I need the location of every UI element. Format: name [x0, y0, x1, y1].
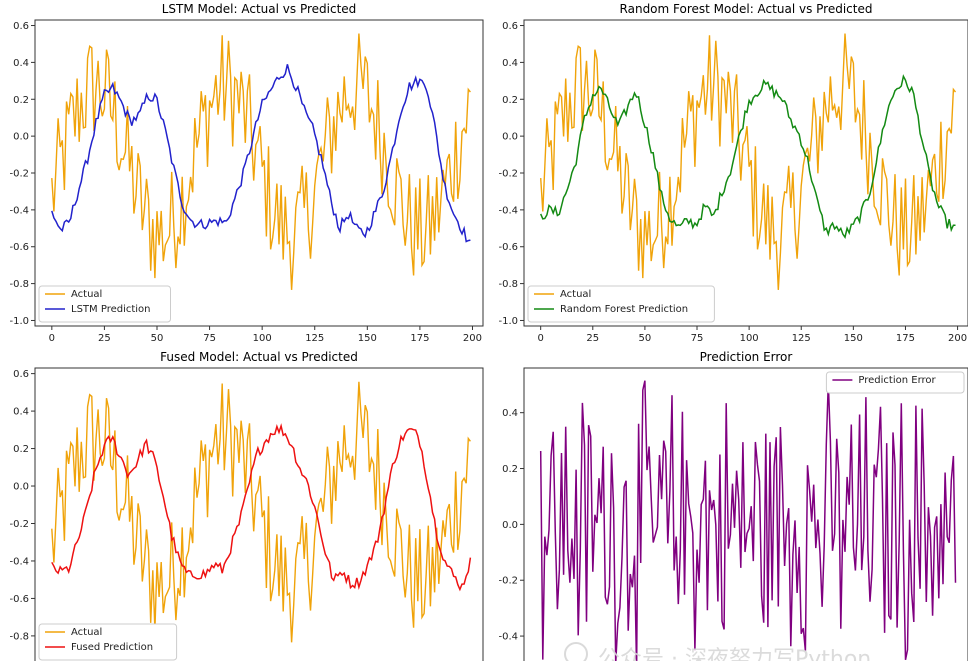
x-tick-label: 0 [537, 333, 543, 344]
y-tick-label: -0.4 [9, 205, 29, 216]
y-tick-label: 0.2 [502, 95, 518, 106]
legend-label: Actual [71, 289, 102, 300]
series-line-prediction [540, 74, 956, 240]
x-tick-label: 0 [49, 333, 55, 344]
legend-box [38, 623, 178, 661]
legend-box [527, 285, 715, 323]
y-tick-label: -0.4 [9, 556, 29, 567]
y-tick-label: -0.8 [498, 279, 518, 290]
y-tick-label: 0.6 [502, 21, 518, 32]
y-tick-label: -0.4 [498, 205, 518, 216]
legend-label: Actual [71, 627, 102, 638]
y-tick-label: -0.2 [9, 519, 29, 530]
legend-label: Prediction Error [858, 375, 936, 386]
y-tick-label: -1.0 [9, 316, 29, 327]
watermark: 公众号 · 深夜努力写Python [564, 642, 871, 661]
series-line-prediction [51, 64, 471, 243]
x-tick-label: 100 [740, 333, 759, 344]
watermark-text: 公众号 · 深夜努力写Python [598, 647, 871, 661]
series-line-error [539, 380, 957, 661]
x-tick-label: 50 [151, 333, 164, 344]
x-tick-label: 150 [358, 333, 377, 344]
wechat-icon [564, 642, 588, 661]
lstm-panel: LSTM Model: Actual vs Predicted 0.6 0.4 0.2… [9, 2, 484, 344]
x-tick-label: 125 [792, 333, 811, 344]
chart-title: LSTM Model: Actual vs Predicted [162, 2, 357, 16]
plot-frame [523, 367, 968, 661]
x-tick-label: 200 [463, 333, 482, 344]
x-tick-label: 125 [305, 333, 324, 344]
y-tick-label: -0.6 [9, 594, 29, 605]
y-tick-label: -0.6 [9, 242, 29, 253]
y-tick-label: 0.2 [13, 444, 29, 455]
legend-label: LSTM Prediction [71, 304, 151, 315]
chart-title: Random Forest Model: Actual vs Predicted [620, 2, 873, 16]
legend-box [38, 285, 171, 323]
y-tick-label: -0.8 [9, 631, 29, 642]
plot-frame [523, 19, 968, 327]
y-tick-label: -0.4 [498, 632, 518, 643]
series-line-actual [51, 33, 471, 290]
series-line-actual [540, 33, 957, 290]
x-tick-label: 75 [203, 333, 216, 344]
y-tick-label: -1.0 [498, 316, 518, 327]
legend: Actual Fused Prediction [38, 623, 178, 661]
y-tick-label: -0.8 [9, 279, 29, 290]
y-tick-label: 0.2 [502, 464, 518, 475]
x-tick-label: 25 [98, 333, 111, 344]
series-line-prediction [51, 423, 472, 592]
y-tick-label: 0.4 [502, 408, 518, 419]
random-forest-panel: Random Forest Model: Actual vs Predicted… [498, 2, 968, 344]
x-tick-label: 175 [410, 333, 429, 344]
y-tick-label: 0.0 [502, 132, 518, 143]
y-tick-label: -0.2 [498, 576, 518, 587]
x-tick-label: 175 [896, 333, 915, 344]
legend-label: Random Forest Prediction [560, 304, 688, 315]
y-tick-label: -0.2 [9, 169, 29, 180]
x-tick-label: 75 [691, 333, 704, 344]
prediction-error-panel: Prediction Error 0.4 0.2 0.0 -0.2 -0.4 Predict… [498, 350, 968, 661]
y-tick-label: -0.2 [498, 169, 518, 180]
x-tick-label: 200 [948, 333, 967, 344]
y-tick-label: 0.2 [13, 95, 29, 106]
plot-frame [34, 367, 484, 661]
legend: Actual Random Forest Prediction [527, 285, 715, 323]
legend-box [825, 371, 965, 394]
y-tick-label: 0.0 [502, 520, 518, 531]
x-tick-label: 25 [586, 333, 599, 344]
y-tick-label: 0.6 [13, 21, 29, 32]
y-tick-label: 0.4 [13, 58, 29, 69]
y-tick-label: 0.6 [13, 369, 29, 380]
x-tick-label: 150 [844, 333, 863, 344]
legend-label: Actual [560, 289, 591, 300]
plot-frame [34, 19, 484, 327]
series-line-actual [51, 381, 471, 643]
chart-title: Prediction Error [700, 350, 793, 364]
y-tick-label: 0.4 [502, 58, 518, 69]
y-tick-label: -0.6 [498, 242, 518, 253]
legend: Actual LSTM Prediction [38, 285, 171, 323]
y-tick-label: 0.0 [13, 132, 29, 143]
x-tick-label: 100 [253, 333, 272, 344]
fused-panel: Fused Model: Actual vs Predicted 0.6 0.4 0.… [9, 350, 484, 661]
chart-title: Fused Model: Actual vs Predicted [160, 350, 358, 364]
y-tick-label: 0.4 [13, 407, 29, 418]
legend: Prediction Error [825, 371, 965, 394]
x-tick-label: 50 [639, 333, 652, 344]
legend-label: Fused Prediction [71, 642, 153, 653]
y-tick-label: 0.0 [13, 482, 29, 493]
